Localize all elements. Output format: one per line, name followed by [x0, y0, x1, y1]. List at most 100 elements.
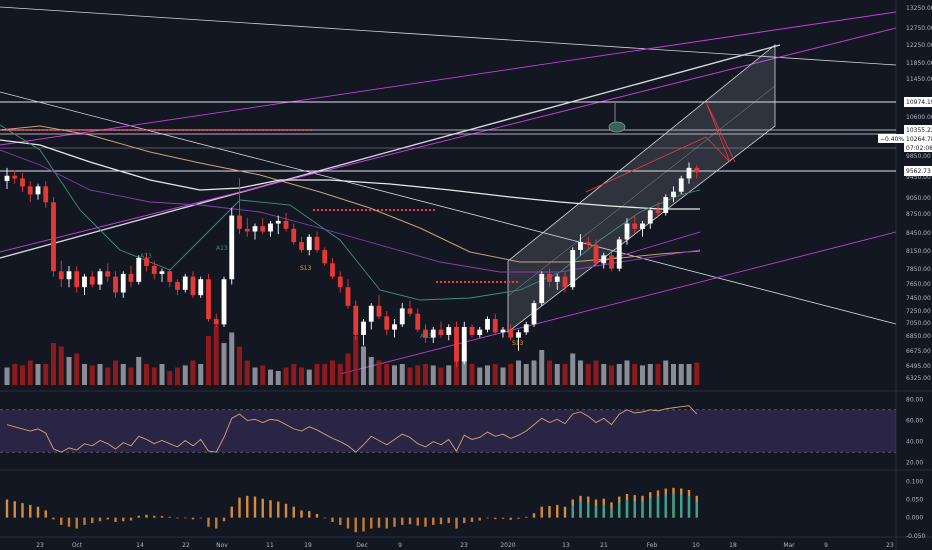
macd-bar — [540, 506, 543, 518]
macd-bar-overlay — [625, 500, 629, 518]
volume-bar — [275, 371, 281, 385]
candle-body — [221, 279, 227, 325]
macd-bar-overlay — [610, 508, 613, 518]
candle-body — [345, 287, 351, 306]
macd-bar — [277, 501, 280, 518]
price-tick-label: 12750.00 — [906, 25, 932, 32]
volume-bar — [35, 364, 41, 385]
candle-body — [268, 223, 273, 232]
time-tick-label: Feb — [647, 542, 658, 549]
candle-body — [632, 223, 638, 229]
time-tick-label: 23 — [460, 542, 468, 549]
candle-body — [337, 276, 343, 288]
macd-bar — [408, 517, 412, 525]
candle-body — [508, 329, 514, 338]
volume-bar — [58, 346, 64, 385]
macd-bar — [67, 517, 71, 527]
candle-body — [361, 321, 366, 335]
candle-body — [438, 329, 444, 335]
time-tick-label: Nov — [216, 542, 228, 549]
time-tick-label: 23 — [36, 542, 44, 549]
price-tick-label: 10600.00 — [906, 114, 932, 121]
volume-bar — [128, 367, 134, 385]
candle-body — [407, 308, 413, 314]
macd-bar — [5, 499, 9, 518]
price-tick-label: 7250.00 — [906, 308, 931, 315]
candle-body — [190, 276, 196, 296]
price-tick-label: 9050.00 — [906, 195, 931, 202]
volume-bar — [562, 364, 568, 385]
price-tick-label: 11850.00 — [906, 60, 932, 67]
macd-bar — [29, 504, 32, 518]
volume-bar — [283, 367, 289, 385]
time-tick-label: Mar — [783, 542, 795, 549]
macd-bar — [199, 517, 202, 519]
volume-bar — [663, 360, 669, 385]
price-tick-label: 11450.00 — [906, 76, 932, 83]
time-tick-label: 11 — [266, 542, 274, 549]
macd-bar — [424, 517, 427, 527]
candle-body — [66, 271, 72, 280]
macd-bar — [478, 517, 481, 521]
macd-bar — [168, 516, 171, 518]
candle-body — [678, 178, 684, 192]
candle-body — [252, 226, 258, 232]
last-price-value: 10264.78 — [906, 136, 932, 143]
macd-bar — [393, 517, 396, 527]
volume-bar — [306, 369, 312, 385]
volume-bar — [655, 364, 661, 385]
macd-bar — [548, 506, 551, 518]
volume-bar — [368, 357, 374, 385]
volume-bar — [89, 365, 95, 385]
price-level-tag: 9562.73 — [906, 168, 931, 175]
macd-bar — [44, 510, 47, 518]
volume-bar — [353, 336, 359, 385]
macd-bar-overlay — [649, 498, 652, 518]
candle-body — [120, 273, 126, 293]
magenta-trendline — [339, 231, 897, 375]
candle-body — [562, 276, 568, 288]
volume-bar — [593, 360, 599, 385]
volume-bar — [601, 364, 607, 385]
macd-bar — [246, 495, 249, 518]
macd-tick-label: -0.050 — [906, 533, 926, 540]
candle-body — [159, 271, 165, 274]
candle-body — [554, 276, 560, 282]
candle-body — [299, 242, 304, 251]
candle-body — [291, 228, 297, 243]
macd-bar — [284, 503, 288, 518]
macd-bar-overlay — [672, 493, 675, 518]
macd-bar — [191, 517, 195, 520]
price-level-tag-bg — [904, 125, 932, 135]
candle-body — [686, 167, 692, 179]
time-tick-label: 9 — [398, 542, 402, 549]
macd-bar-overlay — [695, 501, 698, 518]
macd-bar — [129, 517, 133, 521]
time-tick-label: Dec — [356, 542, 368, 549]
candle-body — [624, 223, 630, 240]
candle-body — [647, 210, 653, 224]
macd-bar — [370, 517, 373, 529]
volume-bar — [523, 364, 529, 385]
macd-bar — [292, 506, 295, 518]
candle-body — [461, 326, 467, 362]
macd-bar-overlay — [633, 501, 636, 518]
candle-body — [593, 244, 599, 264]
macd-bar — [447, 517, 450, 524]
price-tick-label: 6495.00 — [906, 363, 931, 370]
candle-body — [244, 228, 250, 232]
candle-body — [330, 263, 335, 277]
time-tick-label: 14 — [136, 542, 144, 549]
candle-body — [570, 250, 576, 288]
macd-bar-overlay — [594, 505, 598, 518]
candle-body — [523, 324, 529, 333]
rsi-tick-label: 80.00 — [906, 396, 923, 403]
volume-bar — [221, 343, 227, 385]
price-tick-label: 6850.00 — [906, 333, 931, 340]
volume-bar — [516, 360, 521, 385]
volume-bar — [190, 360, 196, 385]
magenta-trendline — [599, 231, 701, 263]
macd-tick-label: 0.000 — [906, 515, 923, 522]
macd-bar — [354, 517, 357, 533]
